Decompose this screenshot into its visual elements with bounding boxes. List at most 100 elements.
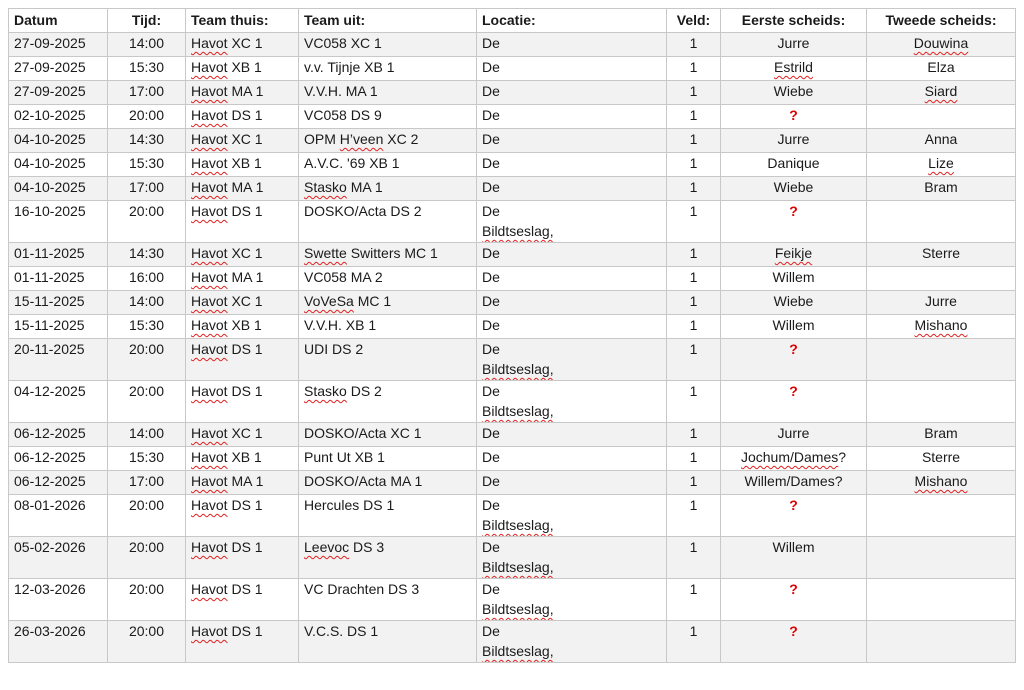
cell-tweede-scheids: Elza: [867, 57, 1016, 81]
cell-team-thuis: Havot DS 1: [186, 201, 299, 243]
table-row: 26-03-2026 20:00 Havot DS 1 V.C.S. DS 1 De B…: [9, 621, 1016, 663]
cell-veld: 1: [667, 621, 721, 663]
locatie-line: De Bildtseslag,: [482, 539, 554, 575]
cell-team-thuis: Havot XC 1: [186, 243, 299, 267]
cell-veld: 1: [667, 447, 721, 471]
cell-team-uit: VC058 MA 2: [299, 267, 477, 291]
cell-tweede-scheids: Douwina: [867, 33, 1016, 57]
cell-eerste-scheids: Jurre: [721, 33, 867, 57]
cell-tijd: 20:00: [108, 201, 186, 243]
cell-eerste-scheids: ?: [721, 495, 867, 537]
cell-locatie: De Heeghfinne, Ferwert: [477, 129, 667, 153]
cell-team-uit: VC058 XC 1: [299, 33, 477, 57]
cell-team-thuis: Havot XC 1: [186, 33, 299, 57]
cell-veld: 1: [667, 381, 721, 423]
cell-datum: 16-10-2025: [9, 201, 108, 243]
locatie-line: De Heeghfinne, Ferwert: [482, 155, 554, 176]
header-tweede-scheids: Tweede scheids:: [867, 9, 1016, 33]
locatie-line: St.-Annaparochie: [482, 661, 661, 662]
header-veld: Veld:: [667, 9, 721, 33]
cell-eerste-scheids: ?: [721, 579, 867, 621]
cell-locatie: De Heeghfinne, Ferwert: [477, 471, 667, 495]
locatie-line: De Heeghfinne, Ferwert: [482, 245, 554, 266]
cell-veld: 1: [667, 537, 721, 579]
cell-veld: 1: [667, 423, 721, 447]
cell-tweede-scheids: [867, 537, 1016, 579]
cell-locatie: De Heeghfinne, Ferwert: [477, 447, 667, 471]
cell-tijd: 20:00: [108, 621, 186, 663]
cell-tijd: 20:00: [108, 537, 186, 579]
header-row: Datum Tijd: Team thuis: Team uit: Locati…: [9, 9, 1016, 33]
cell-team-uit: v.v. Tijnje XB 1: [299, 57, 477, 81]
cell-eerste-scheids: Willem: [721, 267, 867, 291]
cell-team-thuis: Havot MA 1: [186, 471, 299, 495]
cell-locatie: De Heeghfinne, Ferwert: [477, 105, 667, 129]
cell-team-thuis: Havot XB 1: [186, 315, 299, 339]
cell-veld: 1: [667, 579, 721, 621]
table-row: 04-12-2025 20:00 Havot DS 1 Stasko DS 2 De B…: [9, 381, 1016, 423]
cell-tijd: 20:00: [108, 105, 186, 129]
cell-team-uit: Punt Ut XB 1: [299, 447, 477, 471]
locatie-line: De Heeghfinne, Ferwert: [482, 425, 554, 446]
table-row: 01-11-2025 14:30 Havot XC 1 Swette Switters…: [9, 243, 1016, 267]
table-row: 27-09-2025 15:30 Havot XB 1 v.v. Tijnje XB …: [9, 57, 1016, 81]
cell-team-uit: Swette Switters MC 1: [299, 243, 477, 267]
table-row: 04-10-2025 14:30 Havot XC 1 OPM H’veen XC 2…: [9, 129, 1016, 153]
cell-veld: 1: [667, 291, 721, 315]
cell-datum: 12-03-2026: [9, 579, 108, 621]
locatie-line: De Bildtseslag,: [482, 341, 554, 377]
cell-team-uit: DOSKO/Acta DS 2: [299, 201, 477, 243]
header-tijd: Tijd:: [108, 9, 186, 33]
locatie-line: De Heeghfinne, Ferwert: [482, 107, 554, 128]
cell-veld: 1: [667, 57, 721, 81]
locatie-line: De Heeghfinne, Ferwert: [482, 131, 554, 152]
cell-tijd: 20:00: [108, 339, 186, 381]
cell-tweede-scheids: [867, 105, 1016, 129]
cell-eerste-scheids: Jurre: [721, 423, 867, 447]
cell-veld: 1: [667, 105, 721, 129]
table-row: 06-12-2025 14:00 Havot XC 1 DOSKO/Acta XC 1…: [9, 423, 1016, 447]
cell-locatie: De Bildtseslag,St.-Annaparochie: [477, 201, 667, 243]
cell-tijd: 14:30: [108, 243, 186, 267]
cell-datum: 06-12-2025: [9, 447, 108, 471]
cell-tweede-scheids: [867, 381, 1016, 423]
cell-locatie: De Heeghfinne, Ferwert: [477, 153, 667, 177]
cell-tijd: 15:30: [108, 57, 186, 81]
cell-veld: 1: [667, 243, 721, 267]
cell-datum: 04-10-2025: [9, 177, 108, 201]
locatie-line: De Heeghfinne, Ferwert: [482, 269, 554, 290]
cell-tijd: 14:00: [108, 423, 186, 447]
locatie-line: De Heeghfinne, Ferwert: [482, 35, 554, 56]
cell-team-uit: DOSKO/Acta MA 1: [299, 471, 477, 495]
cell-tweede-scheids: [867, 267, 1016, 291]
cell-datum: 15-11-2025: [9, 315, 108, 339]
cell-tweede-scheids: Mishano: [867, 471, 1016, 495]
cell-tijd: 17:00: [108, 471, 186, 495]
cell-eerste-scheids: Danique: [721, 153, 867, 177]
cell-datum: 05-02-2026: [9, 537, 108, 579]
cell-team-thuis: Havot DS 1: [186, 621, 299, 663]
table-row: 04-10-2025 15:30 Havot XB 1 A.V.C. '69 XB 1…: [9, 153, 1016, 177]
cell-team-uit: DOSKO/Acta XC 1: [299, 423, 477, 447]
cell-veld: 1: [667, 339, 721, 381]
cell-tweede-scheids: Anna: [867, 129, 1016, 153]
cell-datum: 01-11-2025: [9, 243, 108, 267]
cell-datum: 27-09-2025: [9, 81, 108, 105]
cell-team-uit: A.V.C. '69 XB 1: [299, 153, 477, 177]
cell-eerste-scheids: ?: [721, 621, 867, 663]
cell-tijd: 15:30: [108, 447, 186, 471]
header-datum: Datum: [9, 9, 108, 33]
cell-locatie: De Bildtseslag,St.-Annaparochie: [477, 579, 667, 621]
cell-team-uit: V.C.S. DS 1: [299, 621, 477, 663]
cell-team-thuis: Havot XC 1: [186, 129, 299, 153]
table-row: 12-03-2026 20:00 Havot DS 1 VC Drachten DS …: [9, 579, 1016, 621]
cell-datum: 04-10-2025: [9, 129, 108, 153]
cell-locatie: De Heeghfinne, Ferwert: [477, 33, 667, 57]
cell-locatie: De Bildtseslag,St.-Annaparochie: [477, 495, 667, 537]
locatie-line: De Bildtseslag,: [482, 497, 554, 533]
cell-eerste-scheids: Willem/Dames?: [721, 471, 867, 495]
